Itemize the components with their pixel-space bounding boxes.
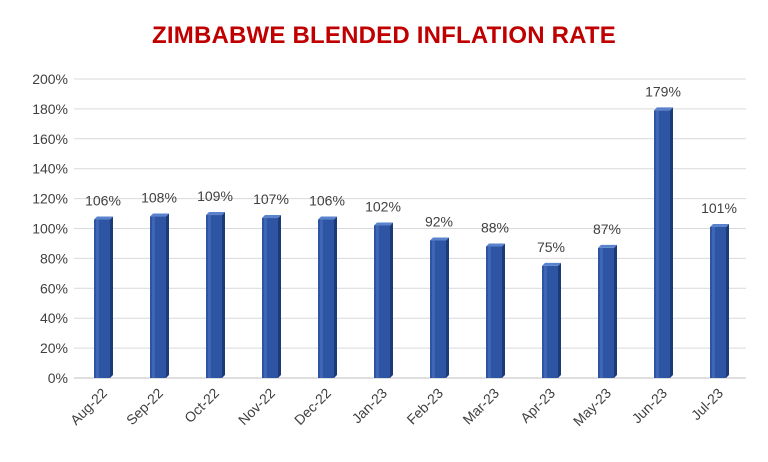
bar-top [262,215,281,219]
data-label: 101% [701,200,737,216]
bar-side [726,224,729,378]
bar-side [614,244,617,378]
y-tick-label: 0% [48,370,68,386]
bar-top [542,262,561,266]
bar-top [486,243,505,247]
data-label: 179% [645,83,681,99]
bar-side [166,213,169,378]
x-tick-label: Feb-23 [403,385,446,428]
bar-highlight [96,219,99,378]
bar-top [318,216,337,220]
y-tick-label: 120% [32,191,68,207]
bar [710,224,729,378]
x-tick-label: Aug-22 [67,385,110,428]
data-label: 87% [593,221,621,237]
bar-top [94,216,113,220]
bar-side [558,262,561,378]
data-label: 106% [85,193,121,209]
y-tick-label: 180% [32,101,68,117]
bar-highlight [376,225,379,378]
x-tick-label: Jun-23 [629,385,671,427]
bar [430,237,449,378]
bar-side [110,216,113,378]
x-axis-ticks: Aug-22 Sep-22 Oct-22 Nov-22 Dec-22 Jan-23 Feb-… [67,385,726,429]
bar-highlight [600,247,603,378]
bar [206,212,225,378]
bar [598,244,617,378]
bar-side [670,107,673,379]
x-tick-label: Sep-22 [123,385,166,428]
bar [150,213,169,378]
x-tick-label: Dec-22 [291,385,334,428]
data-label: 109% [197,188,233,204]
bar-side [390,222,393,378]
x-tick-label: May-23 [570,385,614,429]
data-label: 75% [537,239,565,255]
bar-highlight [488,246,491,378]
bar-top [710,224,729,228]
y-tick-label: 60% [40,280,68,296]
bar-top [206,212,225,216]
bar-highlight [656,110,659,379]
bar-highlight [320,219,323,378]
data-label: 108% [141,190,177,206]
bar-highlight [712,227,715,378]
bar-top [598,244,617,248]
data-label: 107% [253,191,289,207]
x-tick-label: Jan-23 [349,385,391,427]
bar-side [334,216,337,378]
bar [94,216,113,378]
bar-side [222,212,225,378]
bar-top [150,213,169,217]
bar-top [654,107,673,111]
y-axis-ticks: 0% 20% 40% 60% 80% 100% 120% 140% 160% 180% 200% [32,71,68,386]
bar-highlight [264,218,267,378]
bar-top [430,237,449,241]
x-tick-label: Apr-23 [517,385,558,426]
data-labels: 106% 108% 109% 107% 106% 102% 92% 88% 75% 87% 179%… [85,83,737,254]
y-tick-label: 200% [32,71,68,87]
bar [486,243,505,378]
bar [542,262,561,378]
bar-highlight [432,240,435,378]
bar-side [278,215,281,378]
bar-highlight [152,216,155,378]
y-tick-label: 40% [40,310,68,326]
y-tick-label: 140% [32,161,68,177]
bar [374,222,393,378]
data-label: 106% [309,193,345,209]
gridlines [74,78,746,379]
bar-highlight [208,215,211,378]
y-tick-label: 80% [40,250,68,266]
x-tick-label: Nov-22 [235,385,278,428]
bar [262,215,281,378]
x-tick-label: Jul-23 [688,385,726,423]
data-label: 102% [365,199,401,215]
chart-title: ZIMBABWE BLENDED INFLATION RATE [152,22,616,49]
data-label: 92% [425,213,453,229]
bar [654,107,673,379]
bar-top [374,222,393,226]
y-tick-label: 100% [32,221,68,237]
bars [94,107,729,379]
y-tick-label: 160% [32,131,68,147]
bar [318,216,337,378]
bar-side [502,243,505,378]
x-tick-label: Oct-22 [181,385,222,426]
bar-side [446,237,449,378]
x-tick-label: Mar-23 [459,385,502,428]
bar-highlight [544,265,547,378]
y-tick-label: 20% [40,340,68,356]
data-label: 88% [481,219,509,235]
